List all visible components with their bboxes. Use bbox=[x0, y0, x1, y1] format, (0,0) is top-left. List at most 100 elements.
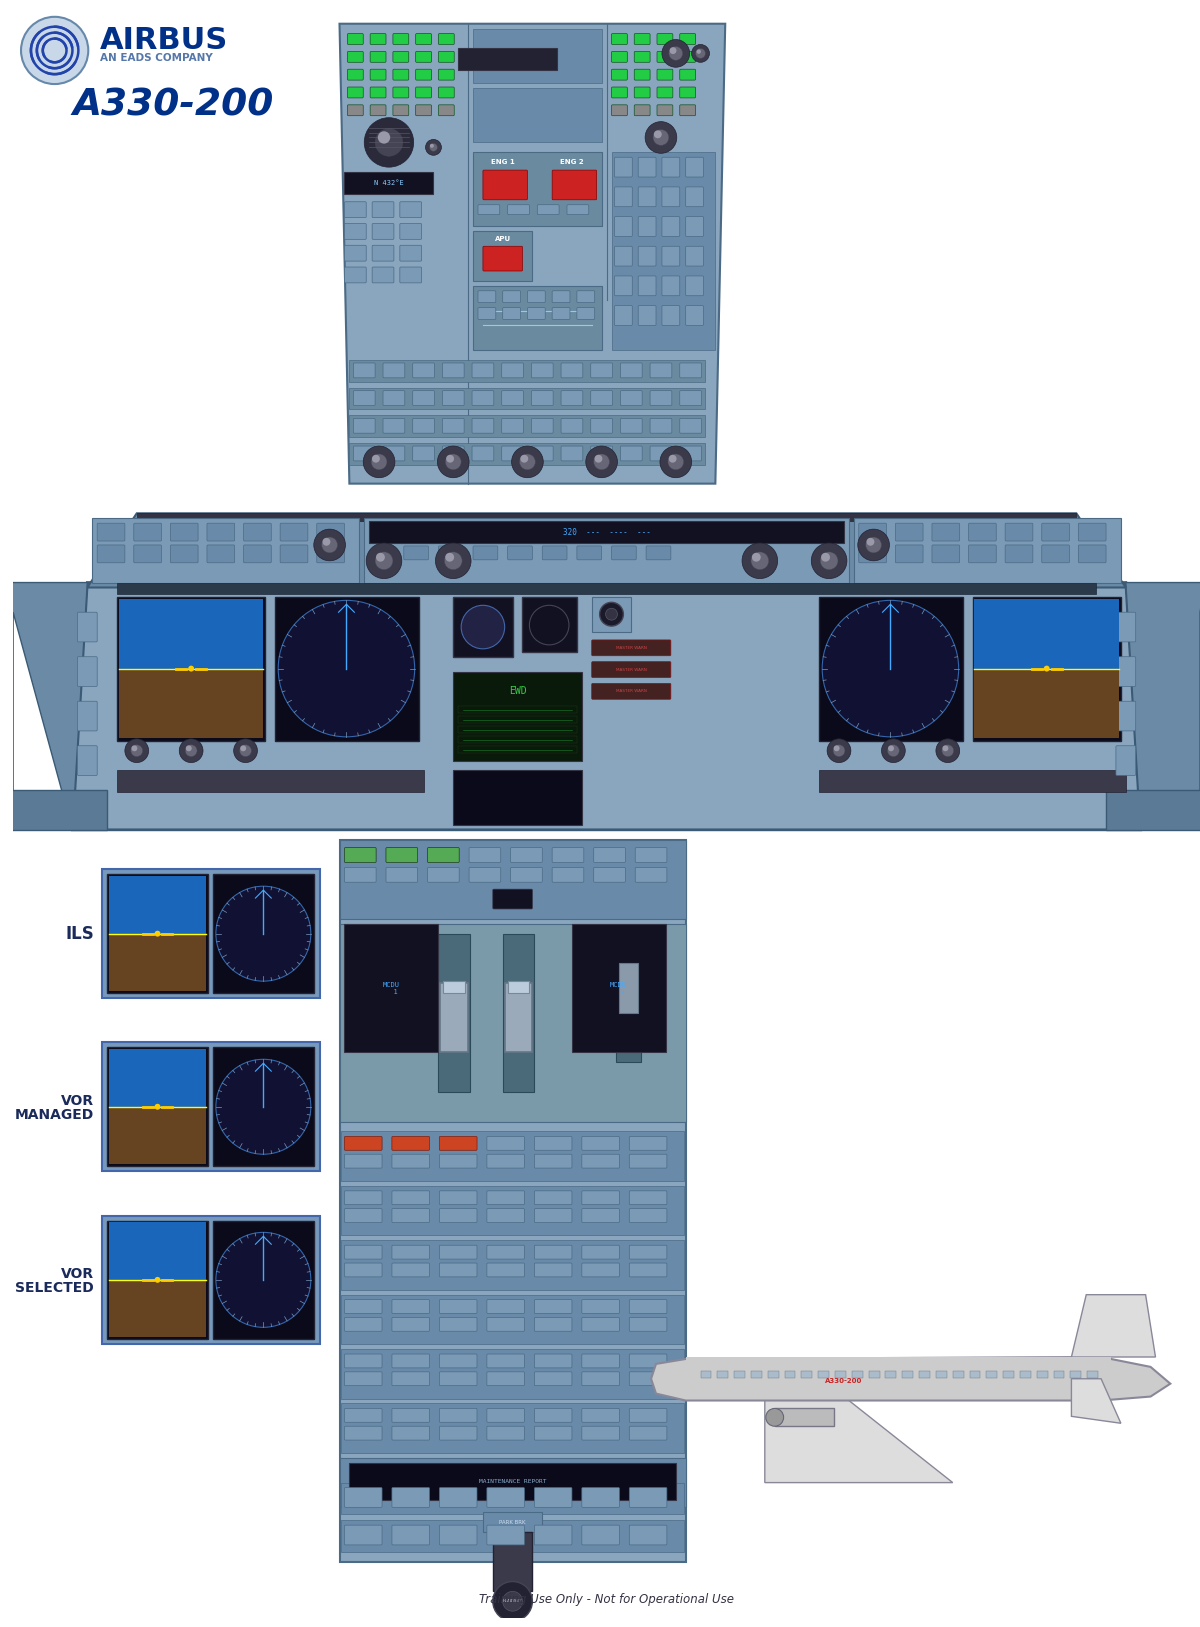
FancyBboxPatch shape bbox=[532, 446, 553, 460]
FancyBboxPatch shape bbox=[679, 70, 696, 80]
Text: PARK BRK: PARK BRK bbox=[499, 1520, 526, 1524]
Bar bbox=[107, 1048, 208, 1167]
Text: MASTER WARN: MASTER WARN bbox=[616, 667, 647, 672]
Bar bbox=[342, 1186, 684, 1235]
FancyBboxPatch shape bbox=[612, 547, 636, 560]
FancyBboxPatch shape bbox=[392, 70, 409, 80]
FancyBboxPatch shape bbox=[629, 1427, 667, 1440]
FancyBboxPatch shape bbox=[77, 657, 97, 687]
FancyBboxPatch shape bbox=[629, 1487, 667, 1507]
Bar bbox=[370, 521, 844, 543]
FancyBboxPatch shape bbox=[582, 1209, 619, 1222]
Circle shape bbox=[942, 745, 948, 752]
FancyBboxPatch shape bbox=[656, 70, 673, 80]
FancyBboxPatch shape bbox=[577, 291, 595, 303]
Circle shape bbox=[942, 745, 954, 757]
FancyBboxPatch shape bbox=[650, 390, 672, 405]
FancyBboxPatch shape bbox=[629, 1209, 667, 1222]
FancyBboxPatch shape bbox=[344, 1427, 382, 1440]
Circle shape bbox=[827, 739, 851, 763]
FancyBboxPatch shape bbox=[400, 202, 421, 218]
FancyBboxPatch shape bbox=[534, 1427, 572, 1440]
FancyBboxPatch shape bbox=[1006, 524, 1033, 542]
FancyBboxPatch shape bbox=[629, 1245, 667, 1259]
FancyBboxPatch shape bbox=[594, 867, 625, 882]
FancyBboxPatch shape bbox=[562, 363, 583, 377]
FancyBboxPatch shape bbox=[472, 390, 494, 405]
Circle shape bbox=[670, 47, 677, 54]
Circle shape bbox=[216, 887, 311, 981]
Bar bbox=[102, 1215, 319, 1344]
Bar bbox=[438, 934, 470, 1092]
FancyBboxPatch shape bbox=[400, 223, 421, 239]
Circle shape bbox=[365, 117, 414, 168]
Bar bbox=[349, 443, 706, 465]
FancyBboxPatch shape bbox=[638, 216, 656, 236]
Circle shape bbox=[445, 553, 454, 561]
Circle shape bbox=[372, 456, 380, 462]
FancyBboxPatch shape bbox=[472, 418, 494, 433]
Circle shape bbox=[822, 600, 959, 737]
FancyBboxPatch shape bbox=[538, 205, 559, 215]
Circle shape bbox=[240, 745, 252, 757]
Circle shape bbox=[594, 454, 610, 470]
FancyBboxPatch shape bbox=[487, 1427, 524, 1440]
FancyBboxPatch shape bbox=[534, 1154, 572, 1168]
Circle shape bbox=[436, 543, 472, 579]
FancyBboxPatch shape bbox=[662, 277, 679, 296]
Bar bbox=[1020, 1372, 1031, 1378]
FancyBboxPatch shape bbox=[438, 86, 455, 98]
FancyBboxPatch shape bbox=[372, 223, 394, 239]
FancyBboxPatch shape bbox=[392, 1409, 430, 1422]
FancyBboxPatch shape bbox=[344, 867, 376, 882]
FancyBboxPatch shape bbox=[511, 848, 542, 862]
Circle shape bbox=[234, 739, 258, 763]
FancyBboxPatch shape bbox=[620, 418, 642, 433]
Text: N 432°E: N 432°E bbox=[374, 181, 404, 185]
Circle shape bbox=[668, 47, 683, 60]
FancyBboxPatch shape bbox=[582, 1427, 619, 1440]
Bar bbox=[340, 1458, 685, 1507]
Circle shape bbox=[668, 456, 677, 462]
Text: Training Use Only - Not for Operational Use: Training Use Only - Not for Operational … bbox=[479, 1593, 734, 1606]
FancyBboxPatch shape bbox=[614, 306, 632, 325]
FancyBboxPatch shape bbox=[532, 363, 553, 377]
Bar bbox=[508, 981, 529, 992]
FancyBboxPatch shape bbox=[427, 848, 460, 862]
FancyBboxPatch shape bbox=[502, 446, 523, 460]
Polygon shape bbox=[1126, 582, 1200, 830]
Bar bbox=[342, 1349, 684, 1399]
Circle shape bbox=[594, 456, 602, 462]
FancyBboxPatch shape bbox=[348, 70, 364, 80]
Circle shape bbox=[1044, 665, 1050, 672]
Text: A330-200: A330-200 bbox=[826, 1378, 863, 1383]
Bar bbox=[8, 791, 107, 830]
FancyBboxPatch shape bbox=[679, 418, 702, 433]
Bar bbox=[137, 513, 1076, 521]
Text: AIRBUS: AIRBUS bbox=[100, 26, 228, 55]
FancyBboxPatch shape bbox=[1116, 701, 1135, 731]
FancyBboxPatch shape bbox=[592, 662, 671, 677]
Bar bbox=[454, 771, 582, 825]
FancyBboxPatch shape bbox=[859, 545, 887, 563]
FancyBboxPatch shape bbox=[534, 1245, 572, 1259]
FancyBboxPatch shape bbox=[392, 1524, 430, 1546]
Circle shape bbox=[445, 454, 461, 470]
FancyBboxPatch shape bbox=[679, 446, 702, 460]
FancyBboxPatch shape bbox=[629, 1136, 667, 1150]
FancyBboxPatch shape bbox=[438, 547, 463, 560]
FancyBboxPatch shape bbox=[353, 363, 376, 377]
FancyBboxPatch shape bbox=[577, 547, 601, 560]
FancyBboxPatch shape bbox=[438, 52, 455, 62]
FancyBboxPatch shape bbox=[392, 1427, 430, 1440]
FancyBboxPatch shape bbox=[487, 1354, 524, 1368]
Bar bbox=[340, 924, 685, 1121]
FancyBboxPatch shape bbox=[511, 867, 542, 882]
FancyBboxPatch shape bbox=[502, 418, 523, 433]
FancyBboxPatch shape bbox=[392, 1136, 430, 1150]
Polygon shape bbox=[652, 1357, 1170, 1401]
Text: ENG 1: ENG 1 bbox=[491, 159, 515, 166]
Bar bbox=[802, 1372, 812, 1378]
FancyBboxPatch shape bbox=[582, 1300, 619, 1313]
FancyBboxPatch shape bbox=[685, 216, 703, 236]
